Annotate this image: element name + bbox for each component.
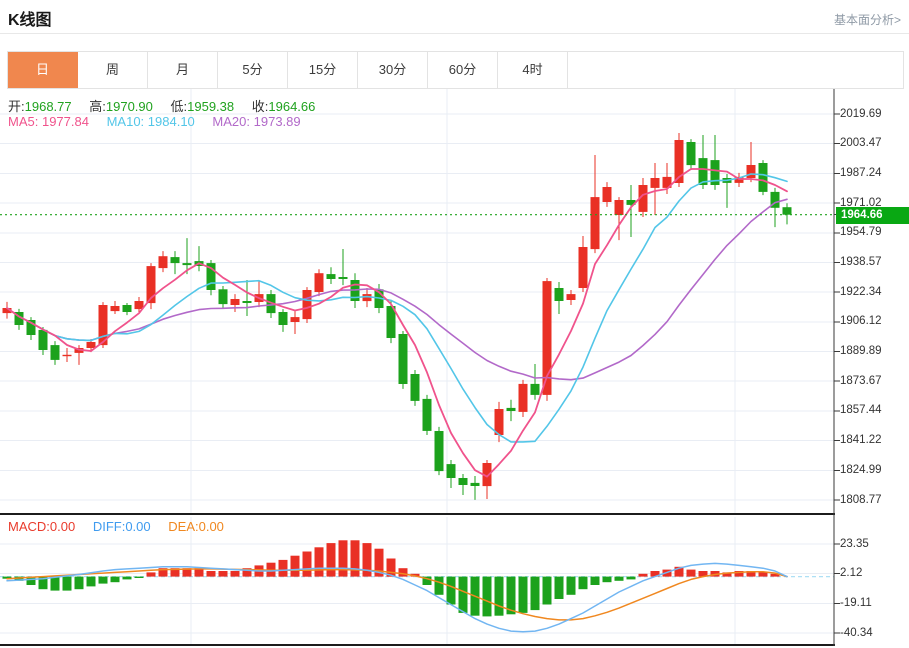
price-axis-label: 1906.12 — [840, 315, 882, 328]
close-value: 1964.66 — [268, 99, 316, 114]
tab-5分[interactable]: 5分 — [218, 52, 288, 88]
tab-日[interactable]: 日 — [8, 52, 78, 88]
ma20-label: MA20: — [212, 114, 250, 129]
main-grid — [0, 89, 834, 514]
ma10-label: MA10: — [106, 114, 145, 129]
current-price-badge: 1964.66 — [836, 207, 909, 224]
open-value: 1968.77 — [24, 99, 72, 114]
axis — [0, 89, 840, 646]
price-axis-label: 2003.47 — [840, 137, 882, 150]
low-label: 低: — [170, 99, 188, 114]
price-axis-label: 2019.69 — [840, 107, 882, 120]
timeframe-tabbar: 日周月 5分 15分 30分 60分 4时 — [7, 51, 904, 89]
macd-axis-label: 2.12 — [840, 567, 863, 580]
ma20-value: 1973.89 — [253, 114, 301, 129]
price-axis-label: 1922.34 — [840, 285, 882, 298]
open-label: 开: — [8, 99, 25, 114]
macd-axis-label: -19.11 — [840, 596, 872, 609]
tab-30分[interactable]: 30分 — [358, 52, 428, 88]
ma10-value: 1984.10 — [147, 114, 195, 129]
macd-value: 0.00 — [49, 519, 76, 534]
high-value: 1970.90 — [105, 99, 153, 114]
price-axis-label: 1889.89 — [840, 345, 882, 358]
price-axis-label: 1808.77 — [840, 493, 882, 506]
ma5-label: MA5: — [8, 114, 39, 129]
tab-60分[interactable]: 60分 — [428, 52, 498, 88]
tab-4时[interactable]: 4时 — [498, 52, 568, 88]
macd-histogram — [2, 540, 780, 617]
macd-lines — [6, 562, 788, 633]
tab-周[interactable]: 周 — [78, 52, 148, 88]
header-divider — [0, 33, 909, 34]
price-axis-label: 1824.99 — [840, 463, 882, 476]
price-axis-label: 1873.67 — [840, 374, 882, 387]
price-axis-label: 1987.24 — [840, 166, 882, 179]
diff-label: DIFF: — [92, 519, 126, 534]
close-label: 收: — [251, 99, 269, 114]
tabbar-filler — [568, 52, 903, 88]
macd-label: MACD: — [8, 519, 50, 534]
price-axis-label: 1954.79 — [840, 226, 882, 239]
price-axis-label: 1857.44 — [840, 404, 882, 417]
dea-label: DEA: — [168, 519, 199, 534]
ma-readout: MA5: 1977.84 MA10: 1984.10 MA20: 1973.89 — [8, 114, 301, 129]
diff-value: 0.00 — [125, 519, 151, 534]
ma-lines — [6, 168, 788, 478]
dea-value: 0.00 — [198, 519, 224, 534]
price-axis-label: 1938.57 — [840, 255, 882, 268]
macd-axis-label: 23.35 — [840, 537, 869, 550]
tab-月[interactable]: 月 — [148, 52, 218, 88]
tab-15分[interactable]: 15分 — [288, 52, 358, 88]
macd-grid — [0, 517, 834, 644]
page-title: K线图 — [8, 12, 52, 29]
price-axis-label: 1841.22 — [840, 434, 882, 447]
candles — [2, 133, 792, 500]
fundamental-analysis-link[interactable]: 基本面分析> — [833, 13, 901, 27]
ohlc-readout: 开:1968.77 高:1970.90 低:1959.38 收:1964.66 — [8, 96, 315, 115]
low-value: 1959.38 — [187, 99, 235, 114]
high-label: 高: — [89, 99, 106, 114]
ma5-value: 1977.84 — [41, 114, 89, 129]
price-axis-label: 1971.02 — [840, 196, 882, 209]
macd-axis-label: -40.34 — [840, 626, 873, 639]
macd-readout: MACD:0.00 DIFF:0.00 DEA:0.00 — [8, 519, 224, 534]
